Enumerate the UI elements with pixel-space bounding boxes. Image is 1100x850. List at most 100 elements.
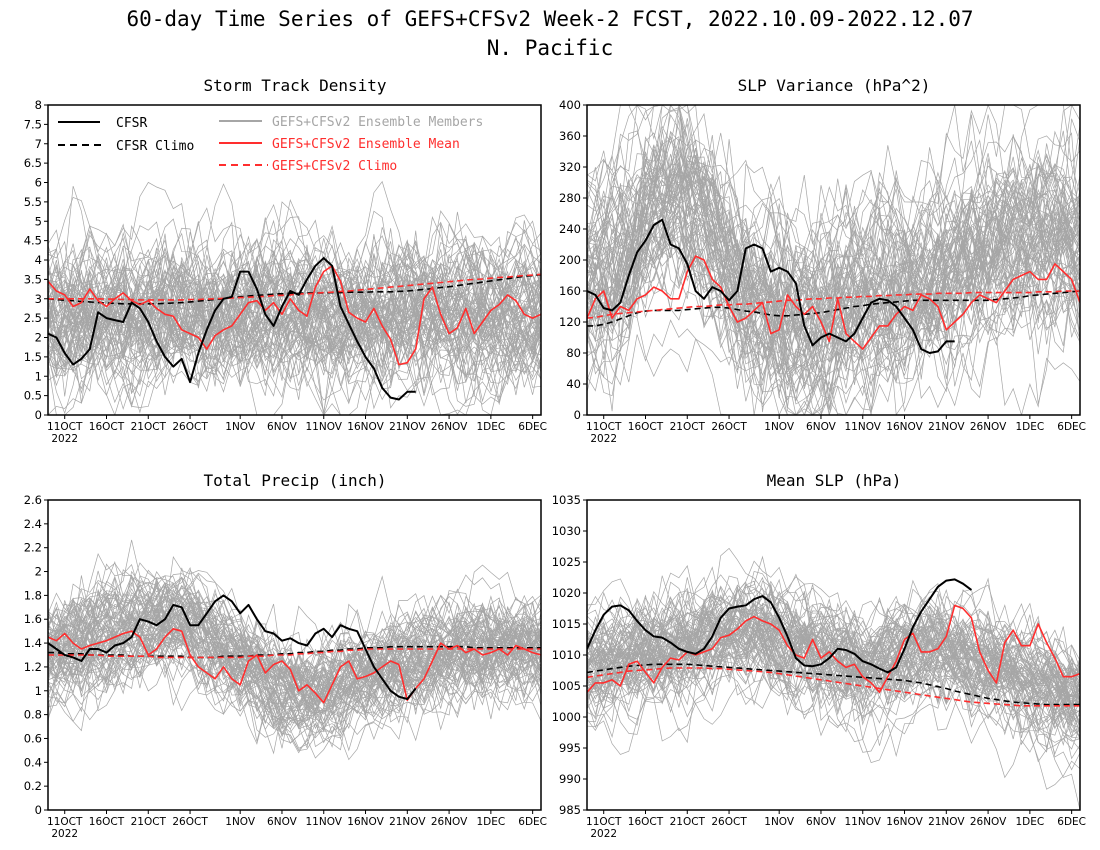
legend-label-gefs-climo: GEFS+CFSv2 Climo [272, 159, 397, 174]
ensemble-member-line [587, 596, 1080, 692]
y-tick-label: 1015 [552, 617, 581, 631]
ensemble-member-line [587, 555, 1080, 707]
ensemble-member-line [48, 183, 541, 315]
ensemble-member-line [587, 107, 1080, 358]
y-tick-label: 5.5 [24, 195, 42, 209]
x-tick-label: 21NOV [928, 421, 965, 433]
x-tick-label: 16NOV [347, 421, 384, 433]
y-tick-label: 985 [559, 803, 581, 817]
ensemble-member-line [48, 621, 541, 751]
y-tick-label: 4 [35, 253, 42, 267]
x-tick-label: 1NOV [225, 421, 256, 433]
ensemble-member-line [587, 575, 1080, 707]
ensemble-member-line [48, 220, 541, 340]
ensemble-member-line [48, 228, 541, 348]
ensemble-member-line [48, 606, 541, 738]
series-lines [587, 578, 1080, 707]
y-tick-label: 280 [559, 191, 581, 205]
ensemble-member-line [587, 204, 1080, 415]
ensemble-member-line [48, 580, 541, 715]
ensemble-member-line [48, 229, 541, 347]
y-tick-label: 995 [559, 741, 581, 755]
panel-body-storm-track-density: 0 0.5 1 1.5 2 2.5 3 3.5 4 4.5 5 5.5 6 6.5 7 7.5 8 11OCT 16… [24, 98, 547, 445]
x-tick-label: 21OCT [670, 816, 706, 828]
y-tick-label: 2.4 [24, 517, 42, 531]
y-tick-label: 6 [35, 176, 42, 190]
series-lines [587, 218, 1080, 354]
x-tick-label: 1NOV [225, 816, 256, 828]
panel-total-precip: Total Precip (inch) 0 0.2 0.4 0.6 0.8 1 1.2 1.4… [24, 471, 547, 840]
x-tick-label: 11OCT [47, 421, 83, 433]
x-tick-label: 6NOV [267, 816, 298, 828]
series-gefs-cfsv2-climo [48, 648, 541, 659]
ensemble-members [587, 547, 1080, 810]
y-tick-label: 2 [35, 565, 42, 579]
ensemble-member-line [48, 583, 541, 720]
x-tick-label: 26NOV [431, 421, 468, 433]
y-tick-label: 2.6 [24, 493, 42, 507]
ensemble-member-line [587, 628, 1080, 760]
x-tick-label: 1NOV [764, 421, 795, 433]
ensemble-member-line [48, 575, 541, 707]
ensemble-member-line [48, 227, 541, 368]
ensemble-member-line [587, 591, 1080, 717]
ensemble-member-line [48, 326, 541, 415]
x-tick-label: 1DEC [1015, 421, 1044, 433]
y-tick-label: 40 [566, 377, 581, 391]
x-tick-label: 26OCT [172, 421, 208, 433]
y-tick-label: 320 [559, 160, 581, 174]
x-tick-label: 11NOV [306, 421, 343, 433]
ensemble-member-line [48, 274, 541, 407]
x-tick-label: 11OCT [586, 816, 622, 828]
x-tick-label: 16NOV [347, 816, 384, 828]
x-tick-label: 21OCT [131, 421, 167, 433]
ensemble-member-line [587, 181, 1080, 404]
x-tick-label: 26NOV [970, 421, 1007, 433]
ensemble-member-line [587, 105, 1080, 277]
panel-body-total-precip: 0 0.2 0.4 0.6 0.8 1 1.2 1.4 1.6 1.8 2 2.2 2.4 2.6 11OC… [24, 493, 547, 840]
y-tick-label: 2 [35, 331, 42, 345]
ensemble-member-line [48, 613, 541, 745]
y-tick-label: 0.5 [24, 389, 42, 403]
x-tick-label: 6NOV [806, 816, 837, 828]
ensemble-member-line [587, 603, 1080, 730]
ensemble-member-line [587, 312, 1080, 415]
ensemble-member-line [48, 284, 541, 415]
y-tick-label: 7.5 [24, 117, 42, 131]
y-tick-label: 360 [559, 129, 581, 143]
ensemble-member-line [587, 610, 1080, 701]
series-gefs-cfsv2-ensemble-mean [587, 255, 1080, 350]
y-tick-label: 6.5 [24, 156, 42, 170]
x-tick-label: 6DEC [1057, 816, 1086, 828]
ensemble-member-line [48, 258, 541, 354]
ensemble-member-line [48, 264, 541, 375]
x-tick-label: 26OCT [711, 421, 747, 433]
x-tick-label: 26OCT [172, 816, 208, 828]
ensemble-member-line [48, 225, 541, 342]
y-tick-label: 1000 [552, 710, 581, 724]
x-tick-label: 11NOV [306, 816, 343, 828]
ensemble-member-line [48, 203, 541, 358]
panel-title-slp-variance: SLP Variance (hPa^2) [738, 76, 931, 95]
x-year-label: 2022 [51, 828, 78, 840]
ensemble-member-line [48, 210, 541, 312]
y-tick-label: 0 [35, 408, 42, 422]
ensemble-member-line [48, 235, 541, 377]
ensemble-member-line [48, 304, 541, 415]
x-tick-label: 1DEC [476, 421, 505, 433]
series-gefs-cfsv2-ensemble-mean [48, 627, 541, 704]
ensemble-member-line [48, 651, 541, 761]
y-tick-label: 240 [559, 222, 581, 236]
ensemble-member-line [587, 622, 1080, 742]
y-tick-label: 1005 [552, 679, 581, 693]
y-tick-label: 200 [559, 253, 581, 267]
ensemble-member-line [587, 105, 1080, 284]
y-tick-label: 120 [559, 315, 581, 329]
ensemble-member-line [587, 674, 1080, 810]
ensemble-member-line [587, 164, 1080, 382]
x-year-label: 2022 [590, 433, 617, 445]
y-tick-label: 1 [35, 369, 42, 383]
ensemble-member-line [587, 621, 1080, 704]
ensemble-member-line [587, 206, 1080, 373]
